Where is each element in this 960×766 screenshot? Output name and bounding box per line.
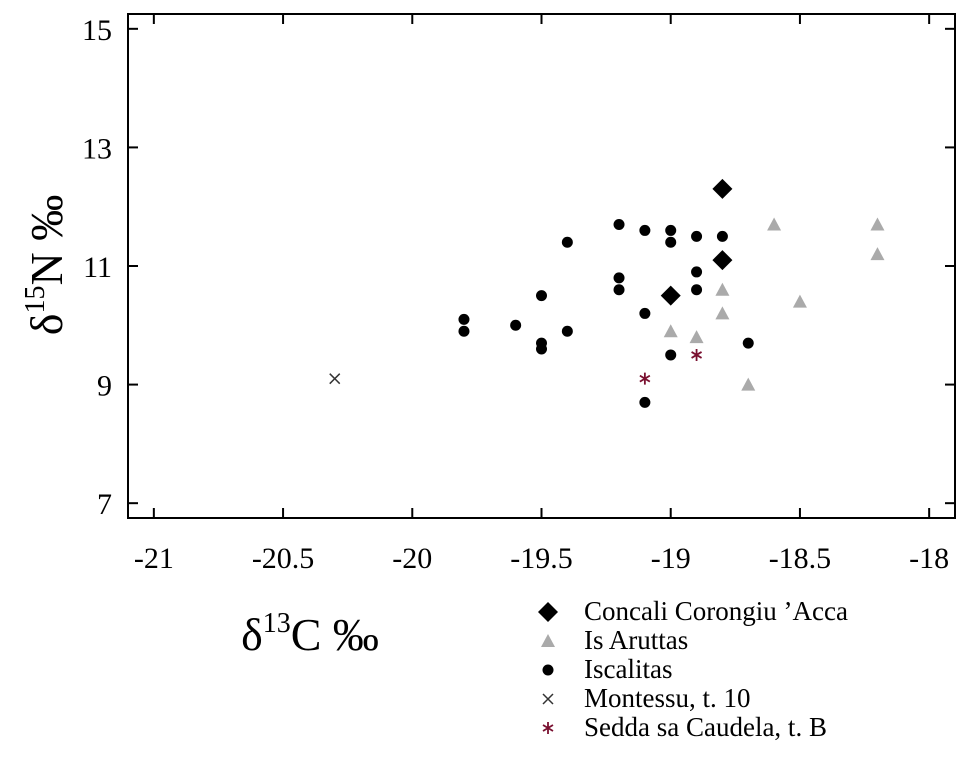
legend-marker: [542, 722, 554, 734]
y-tick-label: 9: [97, 370, 112, 403]
point: [561, 325, 573, 337]
point: [691, 230, 703, 242]
point: [715, 282, 730, 296]
point: [712, 178, 733, 199]
x-tick-label: -21: [134, 542, 174, 575]
legend-marker: [542, 664, 554, 676]
x-tick-label: -20: [392, 542, 432, 575]
point: [691, 284, 703, 296]
point: [870, 247, 885, 261]
point: [536, 343, 547, 355]
point: [510, 319, 522, 331]
x-tick-label: -19.5: [510, 542, 573, 575]
y-tick-label: 13: [82, 132, 112, 165]
x-axis-label: δ13C ‰: [241, 608, 379, 660]
legend-label: Is Aruttas: [584, 625, 688, 655]
point: [712, 250, 733, 271]
point: [561, 236, 573, 248]
legend-label: Iscalitas: [584, 654, 672, 684]
x-tick-label: -19: [651, 542, 691, 575]
y-tick-label: 15: [82, 14, 112, 47]
point: [639, 307, 651, 319]
point: [767, 217, 782, 231]
point: [639, 372, 651, 385]
point: [691, 266, 703, 278]
legend-marker: [538, 602, 558, 622]
point: [536, 290, 547, 302]
legend-marker: [542, 693, 554, 705]
point: [742, 337, 754, 349]
legend-label: Montessu, t. 10: [584, 683, 751, 713]
x-tick-label: -20.5: [252, 542, 315, 575]
point: [870, 217, 885, 231]
point: [458, 313, 470, 325]
x-tick-label: -18: [909, 542, 949, 575]
point: [716, 230, 728, 242]
point: [665, 349, 677, 361]
point: [689, 330, 704, 344]
point: [741, 377, 756, 391]
x-tick-label: -18.5: [769, 542, 832, 575]
point: [715, 306, 730, 320]
point: [613, 218, 625, 230]
point: [639, 224, 651, 236]
point: [665, 236, 677, 248]
point: [792, 294, 807, 308]
plot-frame: [127, 13, 956, 519]
legend-label: Concali Corongiu ’Acca: [584, 596, 848, 626]
point: [613, 284, 625, 296]
y-axis-label: δ15N ‰: [20, 195, 72, 335]
point: [458, 325, 470, 337]
point: [613, 272, 625, 284]
point: [660, 285, 681, 306]
legend-marker: [541, 634, 555, 647]
point: [691, 348, 703, 361]
point: [639, 396, 651, 408]
point: [663, 324, 678, 338]
y-tick-label: 7: [97, 488, 112, 521]
point: [665, 224, 677, 236]
y-tick-label: 11: [83, 251, 112, 284]
point: [329, 373, 341, 385]
legend-label: Sedda sa Caudela, t. B: [584, 712, 827, 742]
